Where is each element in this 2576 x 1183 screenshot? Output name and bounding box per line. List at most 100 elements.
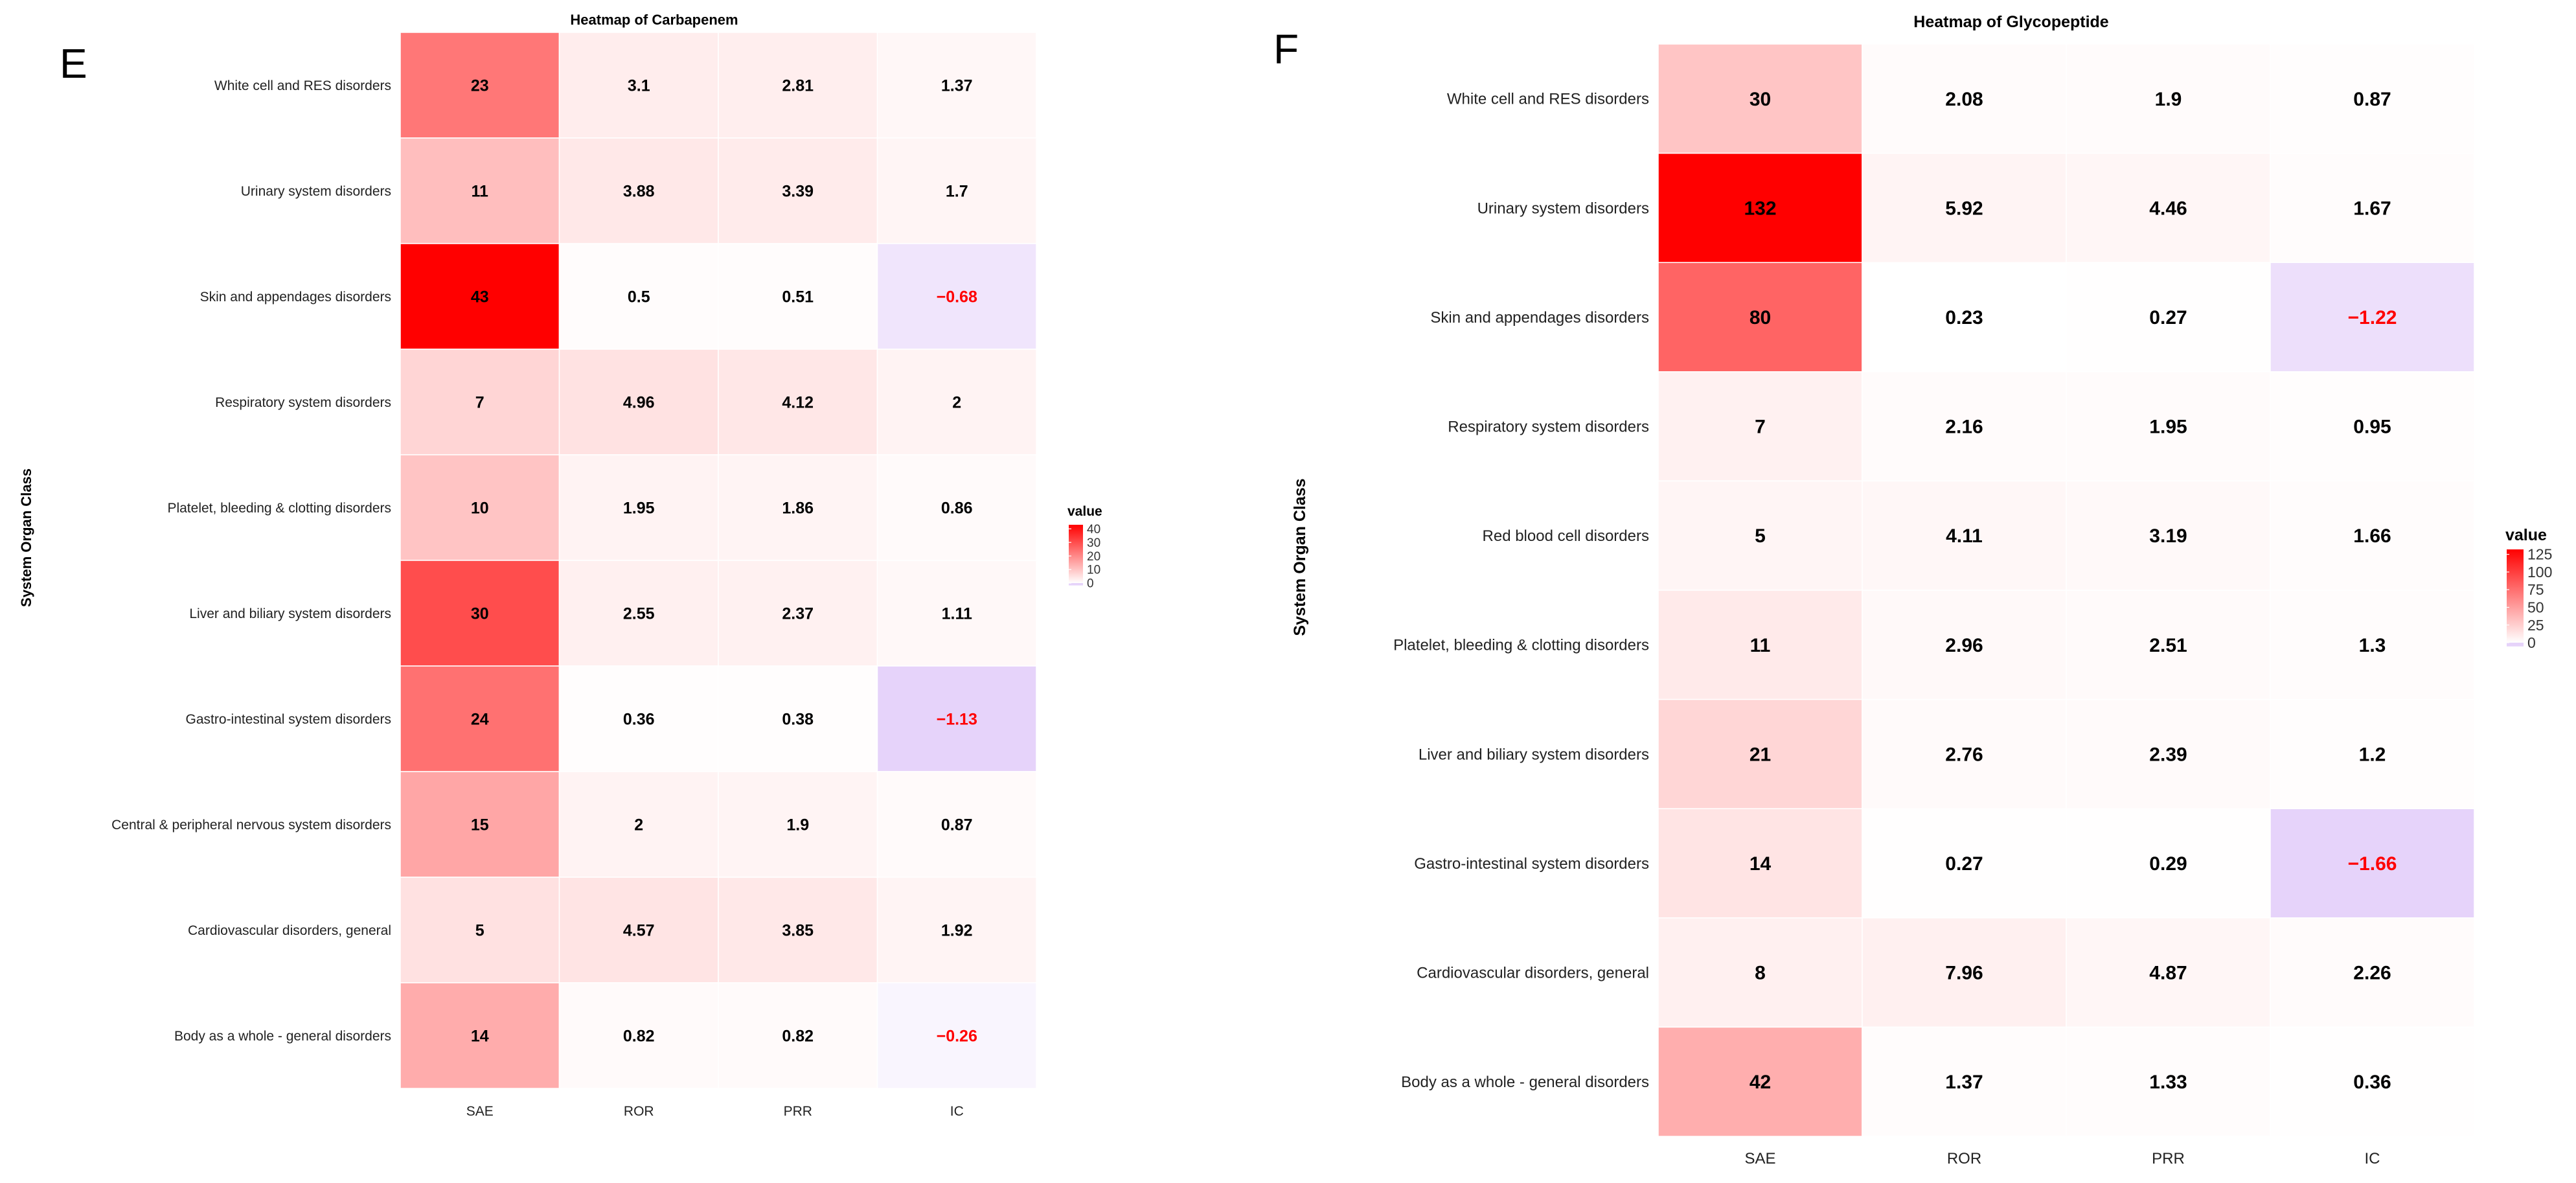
cell-value-label: −0.26 [937,1027,977,1045]
cell-value-label: 2.76 [1945,744,1983,765]
row-label-cardiovascular-disorders-general: Cardiovascular disorders, general [188,923,391,938]
heatmap-cells: 30 2.08 1.9 0.87 132 5.92 4.46 1.67 80 0.23 0.27 −1… [1658,43,2475,1137]
cell-value-label: 2.08 [1945,89,1983,110]
heatmap-cell-body-as-a-whole-general-disorders-ic [2270,1026,2475,1137]
panel-letter: E [60,40,87,87]
legend-tick-label: 20 [1087,550,1100,564]
heatmap-cell-skin-and-appendages-disorders-prr [2066,262,2271,373]
heatmap-cell-respiratory-system-disorders-ror [1862,371,2067,482]
column-label-ic: IC [950,1104,964,1119]
cell-value-label: 0.86 [941,499,973,517]
legend-low-swatch [1069,583,1083,586]
heatmap-cell-respiratory-system-disorders-ic [2270,371,2475,482]
cell-value-label: 4.12 [782,393,814,411]
row-label-skin-and-appendages-disorders: Skin and appendages disorders [1430,309,1649,327]
cell-value-label: 1.95 [2149,417,2187,438]
row-label-cardiovascular-disorders-general: Cardiovascular disorders, general [1417,965,1649,982]
cell-value-label: 0.82 [623,1027,655,1045]
heatmap-cell-respiratory-system-disorders-prr [718,349,878,455]
legend-tick-label: 40 [1087,523,1100,536]
cell-value-label: 23 [471,76,489,95]
cell-value-label: 2.51 [2149,635,2187,656]
heatmap-cell-gastro-intestinal-system-disorders-ic [876,665,1037,772]
heatmap-cell-platelet-bleeding-clotting-disorders-ror [558,454,719,561]
cell-value-label: 2 [634,816,643,834]
row-label-central-peripheral-nervous-system-disorders: Central & peripheral nervous system diso… [111,818,391,833]
cell-value-label: 1.11 [942,604,972,623]
cell-value-label: 0.36 [2353,1072,2391,1093]
cell-value-label: 1.95 [623,499,655,517]
cell-value-label: 2.39 [2149,744,2187,765]
cell-value-label: 7.96 [1945,963,1983,984]
cell-value-label: 8 [1755,963,1766,984]
heatmap-cell-central-peripheral-nervous-system-disorders-prr [718,771,878,878]
heatmap-cell-liver-and-biliary-system-disorders-prr [718,560,878,667]
heatmap-cell-body-as-a-whole-general-disorders-ror [558,982,719,1089]
heatmap-cell-gastro-intestinal-system-disorders-ror [558,665,719,772]
heatmap-cell-white-cell-and-res-disorders-ic [2270,43,2475,154]
heatmap-cell-platelet-bleeding-clotting-disorders-sae [1658,590,1863,700]
row-label-respiratory-system-disorders: Respiratory system disorders [215,395,391,410]
legend-tick-label: 50 [2527,599,2544,616]
cell-value-label: 4.87 [2149,963,2187,984]
cell-value-label: 1.67 [2353,198,2391,219]
cell-value-label: 1.86 [782,499,814,517]
heatmap-cell-cardiovascular-disorders-general-sae [400,877,560,983]
cell-value-label: 1.92 [941,921,973,939]
cell-value-label: 0.38 [782,710,814,728]
heatmap-cell-urinary-system-disorders-prr [718,137,878,244]
column-label-prr: PRR [2152,1150,2185,1167]
heatmap-cell-urinary-system-disorders-ror [1862,152,2067,263]
legend-low-swatch [2507,643,2524,647]
cell-value-label: 21 [1750,744,1771,765]
heatmap-cell-red-blood-cell-disorders-ic [2270,480,2475,591]
cell-value-label: 14 [471,1027,489,1045]
heatmap-cell-white-cell-and-res-disorders-ror [1862,43,2067,154]
panel-letter: F [1273,26,1299,73]
heatmap-cell-body-as-a-whole-general-disorders-sae [400,982,560,1089]
heatmap-cell-white-cell-and-res-disorders-ror [558,32,719,139]
heatmap-cells: 23 3.1 2.81 1.37 11 3.88 3.39 1.7 43 0.5 0.51 −0.68… [400,32,1037,1089]
heatmap-cell-gastro-intestinal-system-disorders-ic [2270,808,2475,919]
heatmap-cell-skin-and-appendages-disorders-ic [876,243,1037,350]
cell-value-label: 132 [1744,198,1776,219]
legend-title: value [2505,526,2547,544]
heatmap-cell-white-cell-and-res-disorders-prr [718,32,878,139]
column-label-prr: PRR [784,1104,812,1119]
row-label-skin-and-appendages-disorders: Skin and appendages disorders [200,290,391,304]
cell-value-label: 0.29 [2149,853,2187,875]
legend-color-bar [1069,525,1083,583]
heatmap-cell-cardiovascular-disorders-general-prr [718,877,878,983]
y-axis-label: System Organ Class [18,468,34,607]
cell-value-label: 1.9 [2155,89,2182,110]
row-labels: White cell and RES disorders Urinary syst… [111,78,391,1044]
column-label-ic: IC [2365,1150,2380,1167]
heatmap-cell-cardiovascular-disorders-general-ic [876,877,1037,983]
heatmap-cell-urinary-system-disorders-ic [876,137,1037,244]
cell-value-label: 14 [1750,853,1772,875]
cell-value-label: 7 [1755,417,1766,438]
heatmap-cell-platelet-bleeding-clotting-disorders-ic [2270,590,2475,700]
cell-value-label: 1.66 [2353,525,2391,547]
cell-value-label: 4.46 [2149,198,2187,219]
column-label-ror: ROR [1947,1150,1981,1167]
cell-value-label: 1.37 [1945,1072,1983,1093]
heatmap-cell-red-blood-cell-disorders-prr [2066,480,2271,591]
cell-value-label: 0.23 [1945,307,1983,328]
heatmap-cell-liver-and-biliary-system-disorders-sae [1658,698,1863,809]
carbapenem-heatmap-panel: E Heatmap of Carbapenem System Organ Cla… [18,12,1102,1119]
heatmap-cell-cardiovascular-disorders-general-ic [2270,917,2475,1028]
cell-value-label: 7 [475,393,484,411]
heatmap-cell-cardiovascular-disorders-general-ror [1862,917,2067,1028]
heatmap-cell-liver-and-biliary-system-disorders-ror [1862,698,2067,809]
heatmap-cell-liver-and-biliary-system-disorders-sae [400,560,560,667]
cell-value-label: 80 [1750,307,1771,328]
row-label-platelet-bleeding-clotting-disorders: Platelet, bleeding & clotting disorders [167,501,391,516]
column-label-ror: ROR [624,1104,654,1119]
heatmap-cell-gastro-intestinal-system-disorders-ror [1862,808,2067,919]
heatmap-cell-skin-and-appendages-disorders-sae [1658,262,1863,373]
column-label-sae: SAE [1744,1150,1775,1167]
heatmap-cell-central-peripheral-nervous-system-disorders-ror [558,771,719,878]
row-label-respiratory-system-disorders: Respiratory system disorders [1448,419,1649,436]
